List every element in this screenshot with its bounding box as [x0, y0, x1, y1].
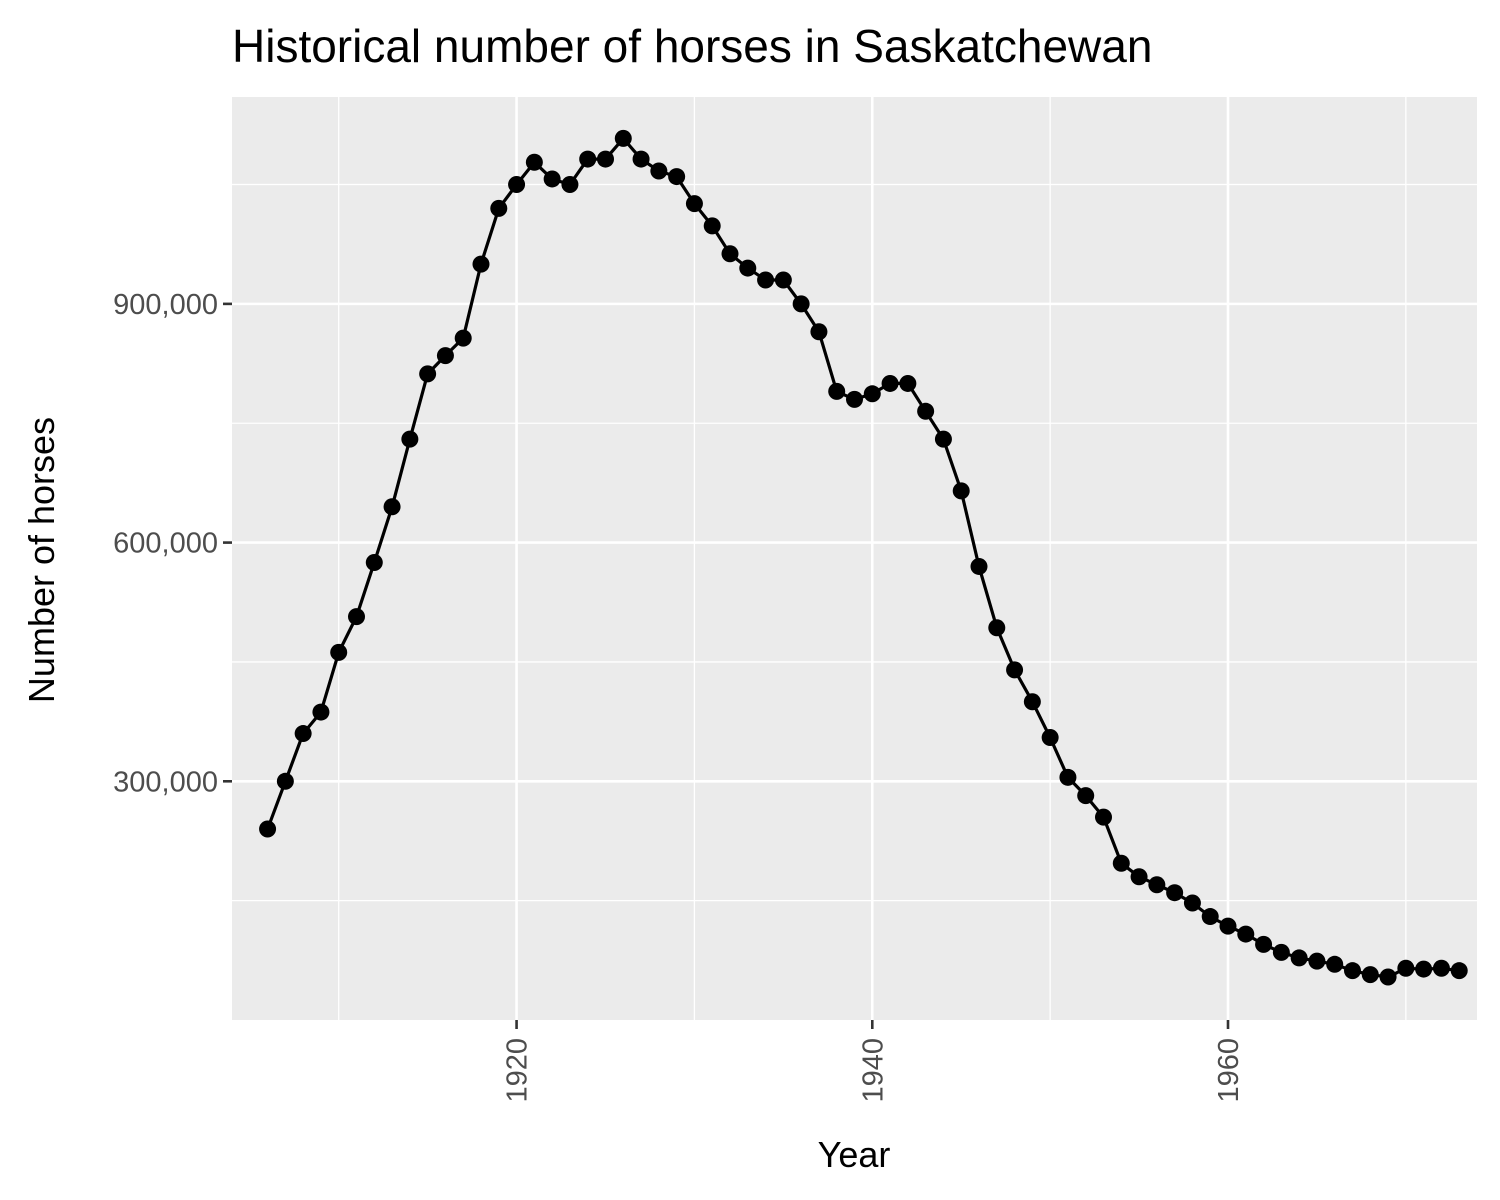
y-tick-label: 600,000	[113, 528, 218, 560]
data-point	[419, 365, 437, 383]
data-point	[1006, 661, 1024, 679]
data-point	[1290, 949, 1308, 967]
data-point	[365, 553, 383, 571]
data-point	[1344, 962, 1361, 980]
data-point	[1112, 854, 1130, 872]
data-point	[294, 725, 312, 743]
data-point	[490, 199, 508, 217]
data-point	[703, 217, 721, 235]
x-tick-label: 1940	[857, 1038, 889, 1103]
data-point	[685, 195, 703, 213]
data-point	[1041, 729, 1059, 747]
data-point	[1095, 808, 1112, 826]
data-point	[881, 374, 899, 392]
data-point	[668, 168, 686, 186]
data-point	[348, 608, 365, 626]
y-tick-label: 900,000	[113, 289, 218, 321]
data-point	[792, 295, 810, 313]
data-point	[614, 129, 632, 147]
data-point	[597, 150, 614, 168]
data-point	[739, 259, 757, 277]
data-point	[828, 382, 846, 400]
data-point	[472, 255, 490, 273]
axis-ticks	[223, 302, 1230, 1029]
minor-gridlines	[232, 97, 1477, 1020]
data-point	[721, 245, 739, 263]
data-point	[579, 150, 597, 168]
data-point	[1450, 962, 1468, 980]
data-point	[276, 772, 294, 790]
data-point	[1272, 943, 1290, 961]
data-point	[1130, 868, 1148, 886]
data-point	[401, 430, 419, 448]
data-point	[561, 176, 579, 194]
data-point	[1219, 917, 1237, 935]
data-point	[774, 271, 792, 289]
data-point	[259, 820, 277, 838]
x-tick-label: 1920	[502, 1038, 534, 1103]
data-point	[1166, 884, 1184, 902]
data-point	[383, 498, 401, 516]
data-point	[1148, 876, 1166, 894]
data-point	[632, 150, 650, 168]
data-point	[1361, 966, 1379, 984]
data-point	[970, 557, 988, 575]
tick-labels: 1920 1940 1960 300,000 600,000 900,000	[113, 289, 1245, 1103]
data-point	[1077, 787, 1095, 805]
y-axis-title: Number of horses	[21, 417, 62, 703]
data-point	[988, 619, 1006, 637]
data-point	[1432, 959, 1450, 977]
data-point	[1255, 935, 1273, 953]
data-point	[952, 482, 970, 500]
data-points-group	[259, 129, 1468, 986]
data-point	[934, 430, 952, 448]
data-point	[1397, 959, 1415, 977]
data-point	[1201, 908, 1219, 926]
data-point	[650, 162, 668, 180]
data-point	[863, 385, 881, 403]
data-point	[1237, 925, 1255, 943]
data-point	[525, 153, 543, 171]
plot-panel	[232, 97, 1477, 1020]
major-gridlines	[232, 97, 1477, 1020]
data-point	[1308, 952, 1326, 970]
data-point	[917, 402, 935, 420]
data-point	[312, 703, 330, 721]
data-point	[508, 176, 526, 194]
x-tick-label: 1960	[1213, 1038, 1245, 1103]
data-point	[1183, 894, 1201, 912]
data-point	[1059, 768, 1077, 786]
chart-title: Historical number of horses in Saskatche…	[232, 20, 1152, 72]
data-point	[543, 170, 561, 188]
x-axis-title: Year	[818, 1134, 891, 1175]
data-point	[330, 643, 348, 661]
data-point	[899, 374, 917, 392]
data-point	[1379, 968, 1397, 986]
data-point	[1326, 955, 1344, 973]
data-point	[454, 329, 472, 347]
data-point	[1415, 960, 1433, 978]
data-point	[810, 323, 828, 341]
data-point	[846, 390, 863, 408]
data-point	[757, 271, 775, 289]
data-point	[1023, 693, 1041, 711]
data-point	[436, 347, 454, 365]
y-tick-label: 300,000	[113, 766, 218, 798]
